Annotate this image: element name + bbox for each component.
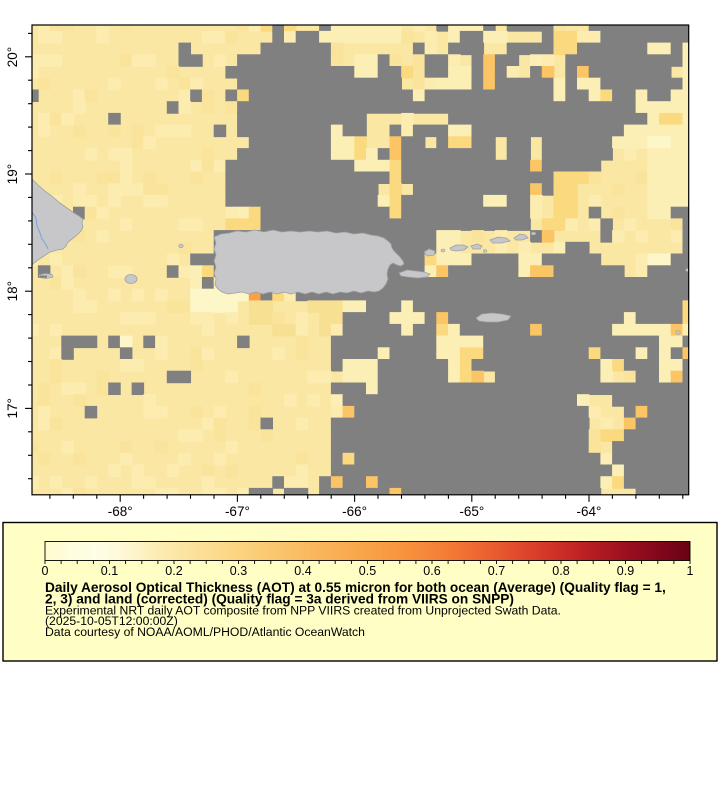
svg-text:Daily Aerosol Optical Thicknes: Daily Aerosol Optical Thickness (AOT) at…	[45, 580, 666, 595]
svg-text:18°: 18°	[5, 281, 20, 301]
svg-text:-68°: -68°	[108, 504, 133, 519]
svg-text:0.7: 0.7	[488, 564, 505, 578]
svg-text:-65°: -65°	[459, 504, 484, 519]
svg-text:-66°: -66°	[342, 504, 367, 519]
svg-text:0.6: 0.6	[423, 564, 440, 578]
svg-text:2, 3) and land (corrected) (Qu: 2, 3) and land (corrected) (Quality flag…	[45, 592, 514, 607]
svg-text:-64°: -64°	[577, 504, 602, 519]
svg-text:0.4: 0.4	[294, 564, 311, 578]
svg-text:20°: 20°	[5, 47, 20, 67]
svg-text:0.5: 0.5	[359, 564, 376, 578]
svg-text:17°: 17°	[5, 398, 20, 418]
svg-text:0.9: 0.9	[617, 564, 634, 578]
svg-text:0.2: 0.2	[165, 564, 182, 578]
svg-text:19°: 19°	[5, 164, 20, 184]
svg-text:Data courtesy of NOAA/AOML/PHO: Data courtesy of NOAA/AOML/PHOD/Atlantic…	[45, 625, 365, 639]
svg-text:-67°: -67°	[225, 504, 250, 519]
svg-text:0.8: 0.8	[552, 564, 569, 578]
svg-text:(2025-10-05T12:00:00Z): (2025-10-05T12:00:00Z)	[45, 614, 178, 628]
svg-text:0.3: 0.3	[230, 564, 247, 578]
svg-text:Experimental NRT daily AOT com: Experimental NRT daily AOT composite fro…	[45, 604, 561, 618]
svg-text:1: 1	[687, 564, 694, 578]
svg-text:0.1: 0.1	[101, 564, 118, 578]
svg-text:0: 0	[42, 564, 49, 578]
